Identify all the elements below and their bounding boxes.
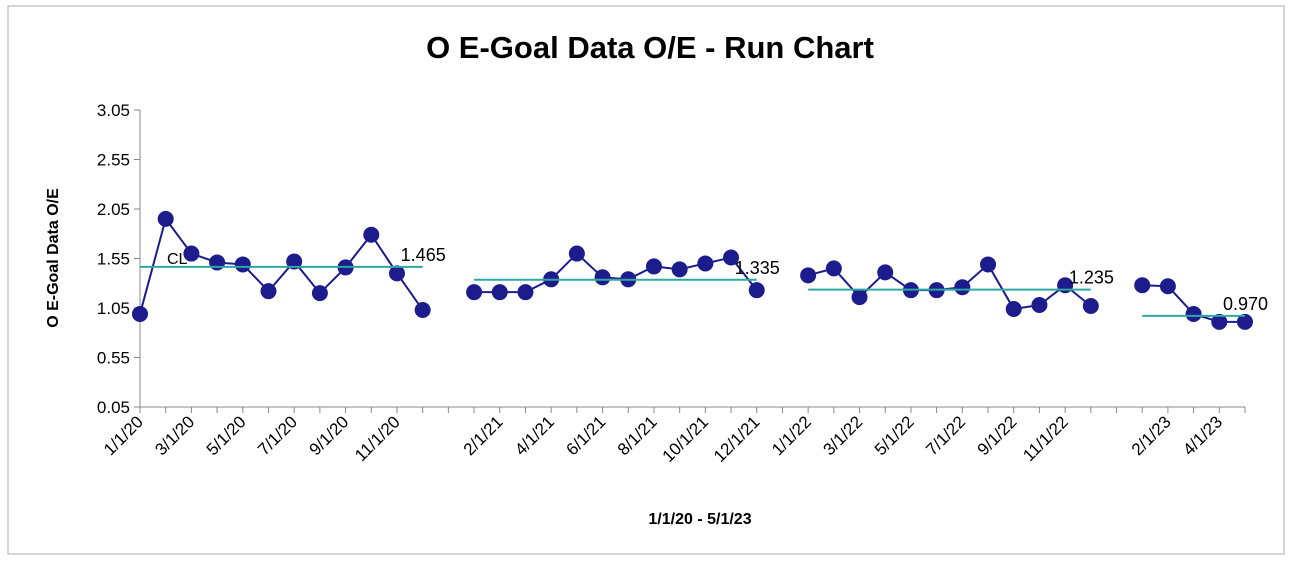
- x-axis-label: 1/1/20 - 5/1/23: [648, 511, 751, 528]
- center-line-label: 1.235: [1069, 268, 1114, 288]
- data-point: [877, 264, 894, 281]
- data-point: [311, 285, 328, 302]
- data-point: [800, 267, 817, 284]
- data-point: [132, 305, 148, 322]
- data-point: [260, 283, 277, 300]
- y-tick-label: 2.05: [97, 200, 130, 219]
- data-point: [466, 284, 483, 301]
- data-point: [1185, 305, 1202, 322]
- y-tick-label: 0.55: [97, 349, 130, 368]
- data-point: [697, 255, 714, 272]
- y-tick-label: 1.55: [97, 250, 130, 269]
- data-point: [1159, 278, 1176, 295]
- data-point: [414, 301, 431, 318]
- data-point: [517, 284, 534, 301]
- y-tick-label: 2.55: [97, 151, 130, 170]
- data-point: [1134, 277, 1151, 294]
- data-point: [388, 265, 405, 282]
- y-tick-label: 3.05: [97, 101, 130, 120]
- y-tick-label: 1.05: [97, 299, 130, 318]
- data-point: [1082, 298, 1099, 315]
- data-point: [157, 210, 174, 227]
- data-point: [645, 258, 662, 275]
- data-point: [954, 279, 971, 296]
- y-axis-label: O E-Goal Data O/E: [45, 188, 62, 328]
- data-point: [671, 261, 688, 278]
- data-point: [209, 254, 226, 271]
- data-point: [1237, 313, 1253, 330]
- center-line-annotation: CL: [167, 251, 188, 268]
- data-point: [1211, 313, 1228, 330]
- data-point: [1031, 297, 1048, 314]
- data-point: [851, 289, 868, 306]
- data-point: [286, 253, 303, 270]
- data-point: [825, 260, 842, 277]
- data-point: [980, 256, 997, 273]
- data-point: [234, 256, 251, 273]
- data-point: [183, 245, 200, 262]
- center-line-label: 0.970: [1223, 294, 1268, 314]
- center-line-label: 1.335: [735, 258, 780, 278]
- center-line-label: 1.465: [401, 245, 446, 265]
- data-point: [1005, 300, 1022, 317]
- data-point: [568, 245, 585, 262]
- chart-title: O E-Goal Data O/E - Run Chart: [426, 30, 874, 65]
- data-point: [491, 284, 508, 301]
- data-point: [723, 249, 740, 266]
- data-point: [748, 282, 765, 299]
- data-point: [363, 226, 380, 243]
- y-tick-label: 0.05: [97, 398, 130, 417]
- data-point: [594, 269, 611, 286]
